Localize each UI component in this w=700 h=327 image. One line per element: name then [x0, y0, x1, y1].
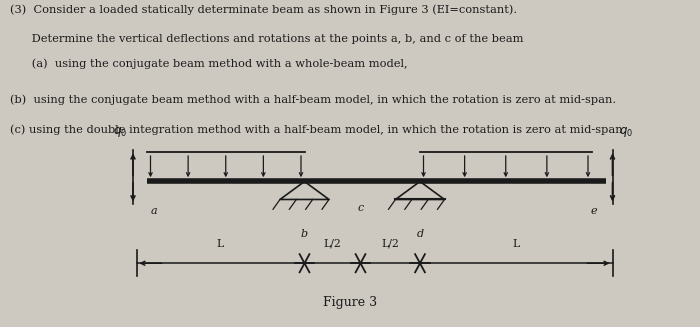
Text: (3)  Consider a loaded statically determinate beam as shown in Figure 3 (EI=cons: (3) Consider a loaded statically determi…: [10, 5, 517, 15]
Text: (a)  using the conjugate beam method with a whole-beam model,: (a) using the conjugate beam method with…: [10, 59, 408, 69]
Text: L: L: [217, 238, 224, 249]
Text: b: b: [301, 229, 308, 239]
Text: d: d: [416, 229, 424, 239]
Text: Figure 3: Figure 3: [323, 296, 377, 309]
Text: $q_0$: $q_0$: [113, 125, 127, 139]
Text: $q_0$: $q_0$: [620, 125, 634, 139]
Text: c: c: [358, 203, 363, 213]
Text: (c) using the double integration method with a half-beam model, in which the rot: (c) using the double integration method …: [10, 124, 627, 135]
Text: L/2: L/2: [323, 238, 342, 249]
Text: L/2: L/2: [382, 238, 399, 249]
Text: Determine the vertical deflections and rotations at the points a, b, and c of th: Determine the vertical deflections and r…: [10, 34, 524, 44]
Text: (b)  using the conjugate beam method with a half-beam model, in which the rotati: (b) using the conjugate beam method with…: [10, 95, 617, 105]
Text: a: a: [150, 206, 158, 216]
Text: L: L: [512, 238, 520, 249]
Text: e: e: [590, 206, 597, 216]
